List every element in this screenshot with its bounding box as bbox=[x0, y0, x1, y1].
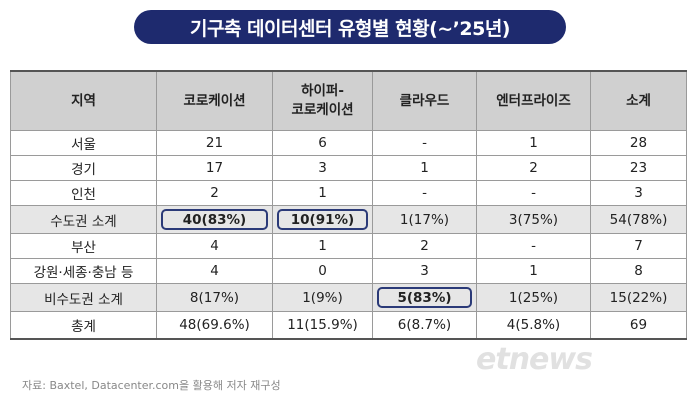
cell-colocation: 4 bbox=[156, 258, 273, 284]
cell-enterprise: 1 bbox=[476, 130, 591, 156]
cell-region: 강원·세종·충남 등 bbox=[10, 258, 157, 284]
cell-cloud: 6(8.7%) bbox=[372, 311, 477, 340]
cell-subtotal: 8 bbox=[590, 258, 687, 284]
cell-hyper: 1(9%) bbox=[272, 283, 373, 312]
cell-hyper: 1 bbox=[272, 180, 373, 206]
cell-value: 40(83%) bbox=[182, 211, 247, 228]
header-cloud: 클라우드 bbox=[372, 70, 477, 131]
header-region: 지역 bbox=[10, 70, 157, 131]
cell-cloud: 1 bbox=[372, 155, 477, 181]
cell-colocation-highlighted: 40(83%) bbox=[156, 205, 273, 234]
title-container: 기구축 데이터센터 유형별 현황(~’25년) bbox=[0, 10, 700, 44]
cell-enterprise: 3(75%) bbox=[476, 205, 591, 234]
cell-colocation: 48(69.6%) bbox=[156, 311, 273, 340]
cell-region: 총계 bbox=[10, 311, 157, 340]
cell-region: 서울 bbox=[10, 130, 157, 156]
total-row: 총계 48(69.6%) 11(15.9%) 6(8.7%) 4(5.8%) 6… bbox=[10, 311, 687, 340]
cell-value: 5(83%) bbox=[397, 289, 452, 306]
cell-cloud-highlighted: 5(83%) bbox=[372, 283, 477, 312]
data-table: 지역 코로케이션 하이퍼- 코로케이션 클라우드 엔터프라이즈 소계 서울 21 … bbox=[10, 70, 687, 340]
cell-enterprise: 1 bbox=[476, 258, 591, 284]
table-row: 강원·세종·충남 등 4 0 3 1 8 bbox=[10, 258, 687, 284]
cell-cloud: - bbox=[372, 130, 477, 156]
cell-hyper: 6 bbox=[272, 130, 373, 156]
table-row: 부산 4 1 2 - 7 bbox=[10, 233, 687, 259]
cell-subtotal: 15(22%) bbox=[590, 283, 687, 312]
subtotal-row-capital: 수도권 소계 40(83%) 10(91%) 1(17%) 3(75%) 54(… bbox=[10, 205, 687, 234]
cell-region: 경기 bbox=[10, 155, 157, 181]
cell-subtotal: 54(78%) bbox=[590, 205, 687, 234]
header-colocation: 코로케이션 bbox=[156, 70, 273, 131]
header-enterprise: 엔터프라이즈 bbox=[476, 70, 591, 131]
source-note: 자료: Baxtel, Datacenter.com을 활용해 저자 재구성 bbox=[22, 379, 281, 392]
cell-colocation: 2 bbox=[156, 180, 273, 206]
cell-subtotal: 69 bbox=[590, 311, 687, 340]
cell-enterprise: 1(25%) bbox=[476, 283, 591, 312]
cell-colocation: 8(17%) bbox=[156, 283, 273, 312]
header-row: 지역 코로케이션 하이퍼- 코로케이션 클라우드 엔터프라이즈 소계 bbox=[10, 70, 687, 131]
cell-region: 부산 bbox=[10, 233, 157, 259]
cell-region: 수도권 소계 bbox=[10, 205, 157, 234]
highlight-box bbox=[161, 209, 268, 230]
cell-enterprise: - bbox=[476, 180, 591, 206]
cell-hyper: 0 bbox=[272, 258, 373, 284]
cell-region: 인천 bbox=[10, 180, 157, 206]
table-row: 서울 21 6 - 1 28 bbox=[10, 130, 687, 156]
cell-hyper: 1 bbox=[272, 233, 373, 259]
page-title: 기구축 데이터센터 유형별 현황(~’25년) bbox=[134, 10, 566, 44]
cell-subtotal: 28 bbox=[590, 130, 687, 156]
highlight-box bbox=[277, 209, 368, 230]
highlight-box bbox=[377, 287, 472, 308]
cell-colocation: 21 bbox=[156, 130, 273, 156]
cell-subtotal: 7 bbox=[590, 233, 687, 259]
cell-hyper: 11(15.9%) bbox=[272, 311, 373, 340]
header-hyper-colocation: 하이퍼- 코로케이션 bbox=[272, 70, 373, 131]
cell-enterprise: 4(5.8%) bbox=[476, 311, 591, 340]
cell-cloud: - bbox=[372, 180, 477, 206]
cell-subtotal: 3 bbox=[590, 180, 687, 206]
cell-hyper: 3 bbox=[272, 155, 373, 181]
table-row: 경기 17 3 1 2 23 bbox=[10, 155, 687, 181]
cell-cloud: 2 bbox=[372, 233, 477, 259]
header-subtotal: 소계 bbox=[590, 70, 687, 131]
cell-colocation: 4 bbox=[156, 233, 273, 259]
cell-region: 비수도권 소계 bbox=[10, 283, 157, 312]
header-hyper-line2: 코로케이션 bbox=[291, 102, 354, 118]
cell-value: 10(91%) bbox=[290, 211, 355, 228]
cell-enterprise: 2 bbox=[476, 155, 591, 181]
header-hyper-line1: 하이퍼- bbox=[301, 83, 344, 99]
cell-subtotal: 23 bbox=[590, 155, 687, 181]
cell-colocation: 17 bbox=[156, 155, 273, 181]
subtotal-row-noncapital: 비수도권 소계 8(17%) 1(9%) 5(83%) 1(25%) 15(22… bbox=[10, 283, 687, 312]
cell-hyper-highlighted: 10(91%) bbox=[272, 205, 373, 234]
cell-cloud: 1(17%) bbox=[372, 205, 477, 234]
watermark-logo: etnews bbox=[476, 342, 593, 377]
table-row: 인천 2 1 - - 3 bbox=[10, 180, 687, 206]
cell-enterprise: - bbox=[476, 233, 591, 259]
cell-cloud: 3 bbox=[372, 258, 477, 284]
